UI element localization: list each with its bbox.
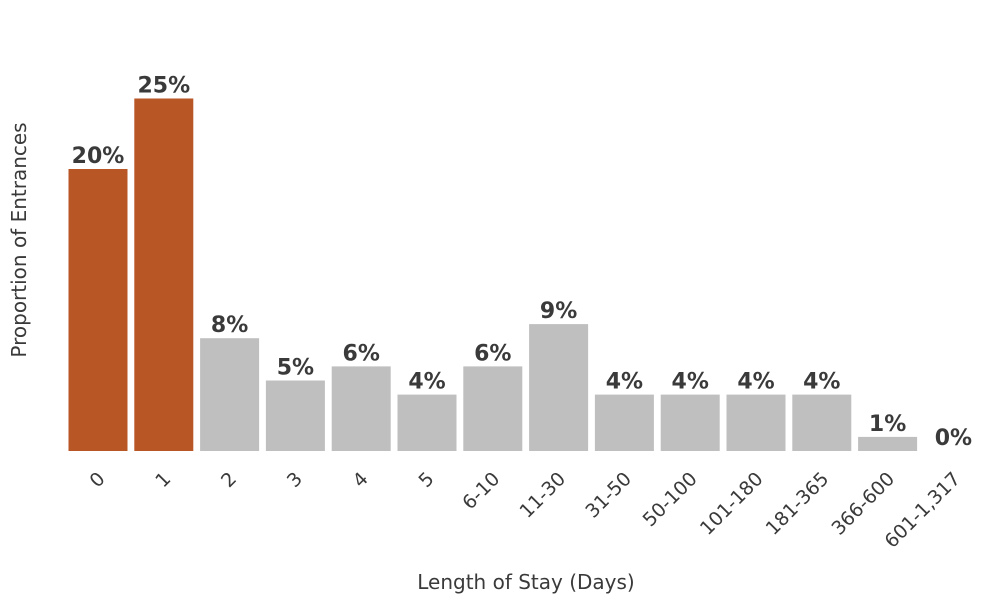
bar-value-label: 9% (540, 299, 577, 324)
x-tick-label: 101-180 (696, 468, 768, 540)
bar-value-label: 4% (672, 370, 709, 395)
bar-6-10 (463, 366, 523, 451)
bar-value-label: 20% (72, 144, 125, 169)
bar-101-180 (726, 394, 786, 451)
bar-value-label: 5% (277, 356, 314, 381)
bar-366-600 (858, 436, 918, 451)
bar-50-100 (660, 394, 720, 451)
bar-2 (200, 338, 260, 451)
bar-181-365 (792, 394, 852, 451)
x-tick-label: 1 (151, 468, 175, 492)
bar-31-50 (594, 394, 654, 451)
x-tick-label: 2 (217, 468, 241, 492)
x-tick-label: 0 (85, 468, 109, 492)
bar-labels-group: 20% 25% 8% 5% 6% 4% 6% 9% 4% 4% 4% 4% 1% 0% (72, 74, 972, 452)
x-tick-label: 3 (283, 468, 307, 492)
bar-value-label: 25% (137, 74, 190, 99)
x-tick-label: 50-100 (639, 468, 702, 531)
x-tick-label: 11-30 (516, 468, 571, 523)
bar-value-label: 1% (869, 412, 906, 437)
bars-group (68, 98, 918, 451)
bar-value-label: 4% (408, 370, 445, 395)
x-tick-labels-group: 0 1 2 3 4 5 6-10 11-30 31-50 50-100101-180181-365… (85, 468, 965, 553)
bar-11-30 (529, 324, 589, 451)
bar-value-label: 4% (803, 370, 840, 395)
x-tick-label: 181-365 (762, 468, 834, 540)
bar-5 (397, 394, 457, 451)
bar-1 (134, 98, 194, 451)
y-axis-title: Proportion of Entrances (7, 122, 31, 357)
bar-4 (331, 366, 391, 451)
bar-value-label: 8% (211, 313, 248, 338)
bar-value-label: 6% (343, 341, 380, 366)
bar-value-label: 6% (474, 341, 511, 366)
bar-value-label: 4% (737, 370, 774, 395)
x-tick-label: 31-50 (581, 468, 636, 523)
bar-value-label: 0% (935, 426, 972, 451)
bar-value-label: 4% (606, 370, 643, 395)
bar-3 (265, 380, 325, 451)
bar-0 (68, 169, 128, 451)
x-tick-label: 4 (349, 468, 373, 492)
x-axis-title: Length of Stay (Days) (417, 570, 634, 594)
x-tick-label: 6-10 (458, 468, 504, 514)
x-tick-label: 5 (414, 468, 438, 492)
